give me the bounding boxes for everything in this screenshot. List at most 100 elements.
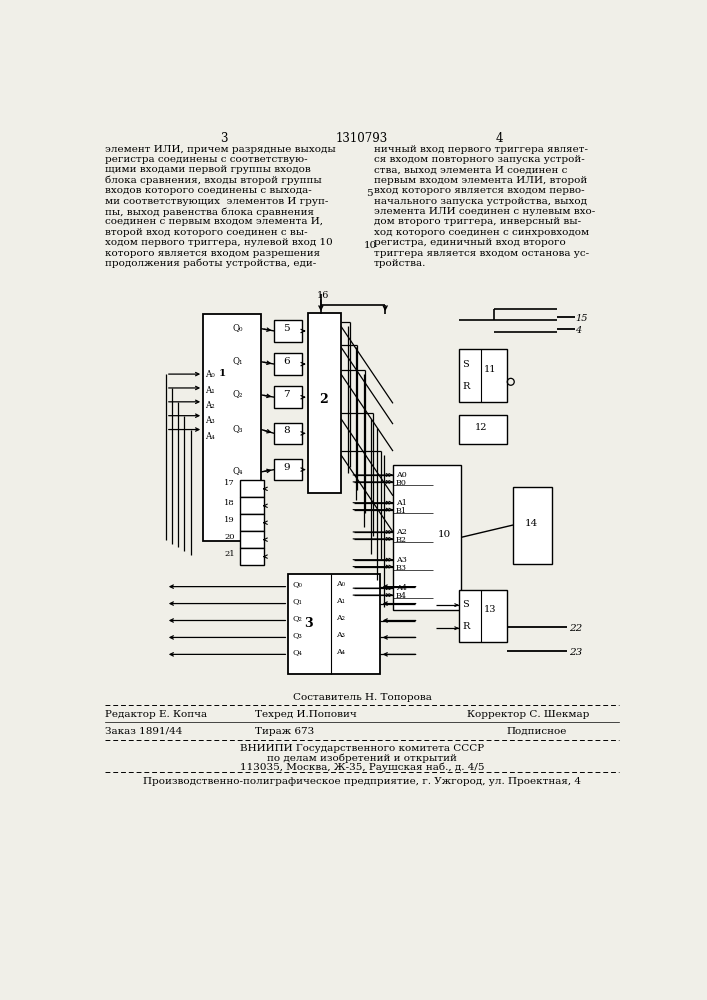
Text: второй вход которого соединен с вы-: второй вход которого соединен с вы- [105, 228, 308, 237]
Text: пы, выход равенства блока сравнения: пы, выход равенства блока сравнения [105, 207, 315, 217]
Bar [274, 353, 301, 375]
Text: A3: A3 [396, 556, 407, 564]
Text: блока сравнения, входы второй группы: блока сравнения, входы второй группы [105, 176, 322, 185]
Text: 9: 9 [283, 463, 290, 472]
Bar [459, 349, 507, 402]
Text: 4: 4 [496, 132, 503, 145]
Text: 10: 10 [438, 530, 451, 539]
Text: 5: 5 [283, 324, 290, 333]
Text: Редактор Е. Копча: Редактор Е. Копча [105, 710, 208, 719]
Text: ми соответствующих  элементов И груп-: ми соответствующих элементов И груп- [105, 197, 329, 206]
Bar [393, 465, 461, 610]
Text: дом второго триггера, инверсный вы-: дом второго триггера, инверсный вы- [373, 217, 580, 226]
Bar [274, 320, 301, 342]
Bar [240, 531, 264, 548]
Text: B4: B4 [396, 592, 407, 600]
Text: Составитель Н. Топорова: Составитель Н. Топорова [293, 693, 431, 702]
Text: Q₃: Q₃ [233, 424, 243, 433]
Text: ходом первого триггера, нулевой вход 10: ходом первого триггера, нулевой вход 10 [105, 238, 333, 247]
Text: Тираж 673: Тираж 673 [255, 727, 314, 736]
Bar [240, 480, 264, 497]
Text: A₁: A₁ [337, 597, 346, 605]
Text: регистра соединены с соответствую-: регистра соединены с соответствую- [105, 155, 308, 164]
Text: B0: B0 [396, 479, 407, 487]
Text: Q₁: Q₁ [233, 356, 243, 365]
Text: B3: B3 [396, 564, 407, 572]
Text: 7: 7 [283, 390, 290, 399]
Text: A1: A1 [396, 499, 407, 507]
Text: ства, выход элемента И соединен с: ства, выход элемента И соединен с [373, 165, 567, 174]
Text: 11: 11 [484, 365, 496, 374]
Text: 12: 12 [474, 423, 487, 432]
Text: B1: B1 [396, 507, 407, 515]
Bar [274, 423, 301, 444]
Text: A₄: A₄ [206, 432, 215, 441]
Text: ход которого соединен с синхровходом: ход которого соединен с синхровходом [373, 228, 589, 237]
Bar [459, 415, 507, 444]
Text: Q₀: Q₀ [292, 580, 302, 588]
Text: Производственно-полиграфическое предприятие, г. Ужгород, ул. Проектная, 4: Производственно-полиграфическое предприя… [143, 777, 581, 786]
Text: Q₄: Q₄ [292, 648, 302, 656]
Bar [240, 548, 264, 565]
Text: начального запуска устройства, выход: начального запуска устройства, выход [373, 197, 587, 206]
Text: соединен с первым входом элемента И,: соединен с первым входом элемента И, [105, 217, 323, 226]
Text: 6: 6 [283, 357, 290, 366]
Text: A2: A2 [396, 528, 407, 536]
Text: 20: 20 [224, 533, 235, 541]
Text: Подписное: Подписное [507, 727, 567, 736]
Text: Техред И.Попович: Техред И.Попович [255, 710, 357, 719]
Text: вход которого является входом перво-: вход которого является входом перво- [373, 186, 584, 195]
Text: A₂: A₂ [206, 401, 215, 410]
Text: S: S [462, 600, 469, 609]
Text: 14: 14 [525, 519, 538, 528]
Text: 5: 5 [366, 189, 373, 198]
Text: которого является входом разрешения: которого является входом разрешения [105, 249, 320, 258]
Text: B2: B2 [396, 536, 407, 544]
Text: Q₂: Q₂ [233, 389, 243, 398]
Text: A₁: A₁ [206, 386, 215, 395]
Text: 15: 15 [575, 314, 588, 323]
Text: Q₀: Q₀ [233, 323, 243, 332]
Text: по делам изобретений и открытий: по делам изобретений и открытий [267, 754, 457, 763]
Text: 17: 17 [224, 479, 235, 487]
Text: ничный вход первого триггера являет-: ничный вход первого триггера являет- [373, 145, 588, 154]
Text: 13: 13 [484, 605, 496, 614]
Text: Q₃: Q₃ [292, 631, 302, 639]
Text: Корректор С. Шекмар: Корректор С. Шекмар [467, 710, 589, 719]
Bar [308, 312, 341, 493]
Text: R: R [462, 382, 469, 391]
Text: A₄: A₄ [337, 648, 345, 656]
Text: Q₂: Q₂ [292, 614, 302, 622]
Text: ВНИИПИ Государственного комитета СССР: ВНИИПИ Государственного комитета СССР [240, 744, 484, 753]
Text: 3: 3 [304, 617, 312, 630]
Text: входов которого соединены с выхода-: входов которого соединены с выхода- [105, 186, 312, 195]
Text: 2: 2 [320, 393, 328, 406]
Text: 22: 22 [569, 624, 582, 633]
Text: щими входами первой группы входов: щими входами первой группы входов [105, 165, 311, 174]
Bar [459, 590, 507, 642]
Text: 113035, Москва, Ж-35, Раушская наб., д. 4/5: 113035, Москва, Ж-35, Раушская наб., д. … [240, 763, 484, 772]
Text: первым входом элемента ИЛИ, второй: первым входом элемента ИЛИ, второй [373, 176, 587, 185]
Bar [288, 574, 380, 674]
Text: 23: 23 [569, 648, 582, 657]
Text: A₀: A₀ [206, 370, 215, 379]
Text: 21: 21 [224, 550, 235, 558]
Text: регистра, единичный вход второго: регистра, единичный вход второго [373, 238, 566, 247]
Text: 8: 8 [283, 426, 290, 435]
Text: A₃: A₃ [337, 631, 345, 639]
Text: 10: 10 [363, 241, 377, 250]
Text: тройства.: тройства. [373, 259, 426, 268]
Text: Q₁: Q₁ [292, 597, 302, 605]
Text: элемента ИЛИ соединен с нулевым вхо-: элемента ИЛИ соединен с нулевым вхо- [373, 207, 595, 216]
Text: A4: A4 [396, 584, 407, 592]
Text: R: R [462, 622, 469, 631]
Text: ся входом повторного запуска устрой-: ся входом повторного запуска устрой- [373, 155, 584, 164]
Text: 3: 3 [221, 132, 228, 145]
Text: 16: 16 [317, 291, 329, 300]
Bar [513, 487, 552, 564]
Text: A₀: A₀ [337, 580, 346, 588]
Text: элемент ИЛИ, причем разрядные выходы: элемент ИЛИ, причем разрядные выходы [105, 145, 336, 154]
Text: Q₄: Q₄ [233, 466, 243, 476]
Bar [274, 459, 301, 480]
Text: 1310793: 1310793 [336, 132, 388, 145]
